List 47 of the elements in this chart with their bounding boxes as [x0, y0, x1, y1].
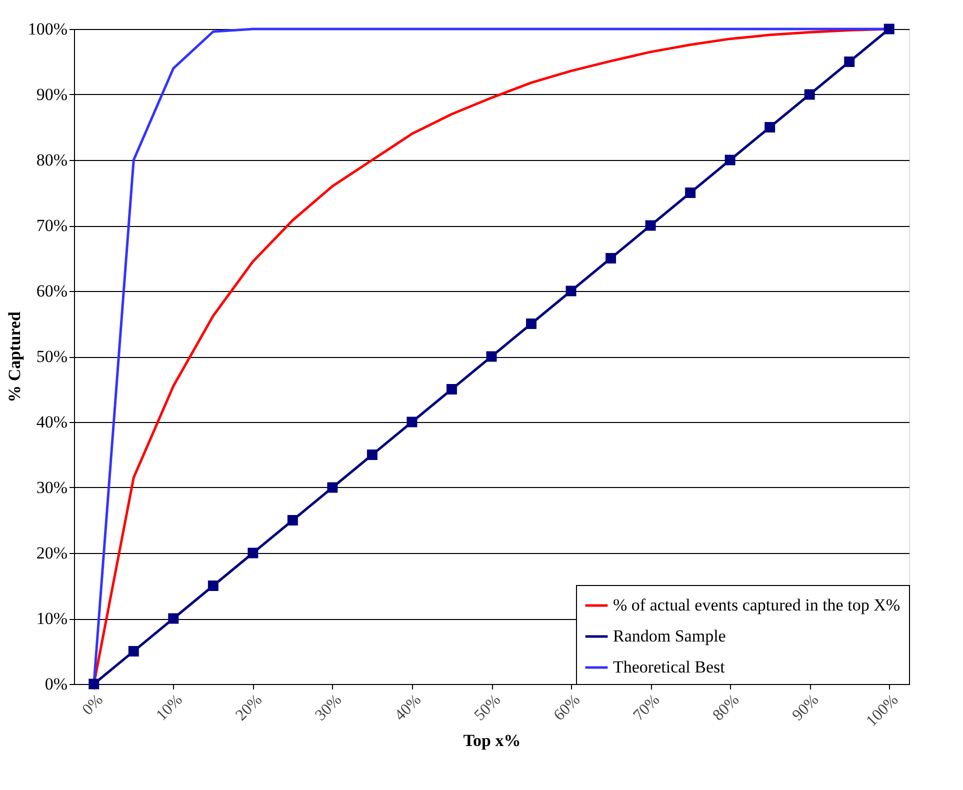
y-tick-label: 30% — [36, 478, 68, 497]
x-tick-label: 20% — [232, 692, 266, 724]
x-tick-label: 60% — [550, 692, 584, 724]
point — [327, 482, 338, 493]
point — [128, 646, 139, 656]
point — [606, 253, 616, 264]
point — [884, 24, 894, 34]
point — [645, 220, 656, 231]
x-tick-label: 10% — [153, 692, 186, 724]
x-tick-label: 90% — [789, 692, 822, 724]
point — [724, 154, 736, 166]
point — [208, 580, 218, 591]
legend-label: Theoretical Best — [613, 658, 726, 676]
y-tick-label: 0% — [44, 674, 68, 694]
legend-label: % of actual events captured in the top X% — [613, 596, 900, 614]
point — [685, 188, 696, 198]
y-tick-label: 100% — [28, 20, 68, 38]
y-axis-title: % Captured — [4, 311, 24, 402]
point — [486, 351, 497, 362]
y-tick-label: 70% — [36, 216, 68, 235]
point — [446, 384, 457, 394]
y-tick-label: 40% — [36, 412, 68, 432]
y-tick-label: 50% — [36, 347, 68, 366]
y-tick-label: 80% — [36, 150, 68, 170]
x-tick-label: 30% — [312, 692, 345, 724]
point — [566, 286, 576, 296]
y-tick-label: 90% — [36, 85, 68, 104]
legend-label: Random Sample — [613, 626, 726, 646]
x-tick-label: 80% — [710, 692, 743, 724]
y-tick-label: 10% — [36, 609, 68, 628]
point — [844, 56, 855, 67]
point — [526, 318, 537, 329]
x-tick-label: 40% — [392, 692, 424, 724]
point — [406, 416, 418, 428]
y-tick-label: 20% — [36, 544, 68, 562]
point — [804, 89, 815, 100]
point — [366, 450, 378, 460]
point — [764, 122, 776, 132]
x-axis-title: Top x% — [463, 731, 521, 750]
point — [168, 613, 179, 624]
x-tick-label: 70% — [630, 692, 664, 724]
x-tick-label: 50% — [471, 692, 504, 724]
y-tick-label: 60% — [36, 282, 68, 300]
point — [287, 515, 298, 526]
x-tick-label: 0% — [79, 692, 106, 719]
point — [248, 548, 258, 558]
point — [88, 678, 100, 690]
